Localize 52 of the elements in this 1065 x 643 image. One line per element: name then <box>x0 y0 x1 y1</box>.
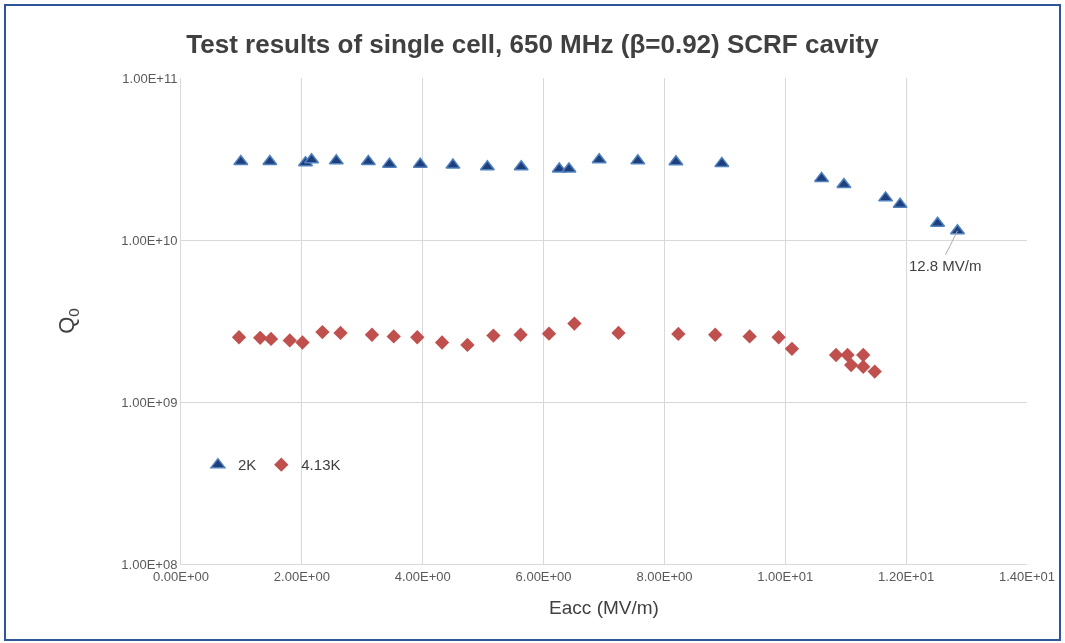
point <box>892 197 908 209</box>
point <box>410 330 425 345</box>
point <box>486 328 501 343</box>
point <box>856 359 871 374</box>
point <box>708 327 723 342</box>
point <box>844 357 859 373</box>
point <box>567 316 582 331</box>
point <box>262 154 278 166</box>
x-tick-label: 4.00E+00 <box>394 568 451 584</box>
point <box>513 327 528 342</box>
point <box>295 335 310 350</box>
point <box>541 326 557 341</box>
x-axis-title: Eacc (MV/m) <box>549 597 659 619</box>
x-tick-label: 8.00E+00 <box>636 568 693 584</box>
point <box>671 326 686 342</box>
point <box>253 330 268 345</box>
point <box>434 335 450 350</box>
point <box>460 337 475 353</box>
point <box>784 341 800 356</box>
point <box>315 324 330 340</box>
x-tick-label: 1.40E+01 <box>998 568 1056 584</box>
legend-label: 4.13K <box>301 456 341 474</box>
point <box>263 331 279 347</box>
point <box>591 152 607 164</box>
point <box>386 329 401 344</box>
point <box>282 333 297 348</box>
point <box>714 156 730 168</box>
chart-title: Test results of single cell, 650 MHz (β=0.92) SCRF cavity <box>186 28 880 59</box>
point <box>867 364 882 379</box>
point <box>360 154 377 166</box>
y-tick-label: 1.00E+10 <box>121 232 178 248</box>
point <box>742 329 757 344</box>
annotation: 12.8 MV/m <box>909 257 982 274</box>
x-tick-label: 1.00E+01 <box>757 568 814 584</box>
x-tick-label: 2.00E+00 <box>273 568 330 584</box>
point <box>303 152 320 164</box>
point <box>771 330 786 345</box>
x-tick-label: 1.20E+01 <box>878 568 935 584</box>
point <box>840 347 855 363</box>
point <box>231 330 247 345</box>
y-tick-label: 1.00E+09 <box>121 394 178 410</box>
point <box>828 347 844 363</box>
legend-label: 2K <box>237 456 257 474</box>
point <box>813 171 830 183</box>
point <box>233 154 249 166</box>
y-tick-label: 1.00E+11 <box>122 70 178 86</box>
point <box>611 325 626 341</box>
point <box>836 177 852 189</box>
x-tick-label: 6.00E+00 <box>515 568 572 584</box>
point <box>856 347 871 363</box>
point <box>333 325 348 341</box>
point <box>364 327 380 342</box>
